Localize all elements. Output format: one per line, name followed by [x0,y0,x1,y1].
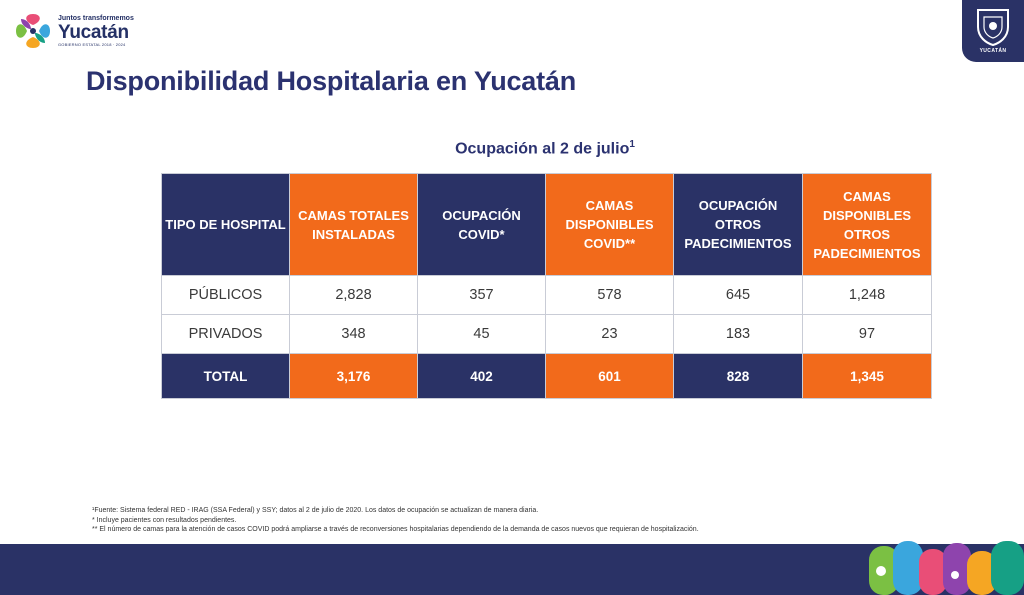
footnote-pending: * Incluye pacientes con resultados pendi… [92,516,237,524]
row-label: PRIVADOS [161,314,290,354]
total-cell: 828 [673,353,803,399]
decorative-pattern-icon [869,541,1024,595]
total-cell: 601 [545,353,674,399]
header-ocupacion-covid: OCUPACIÓN COVID* [417,173,546,276]
government-logo: Juntos transformemos Yucatán GOBIERNO ES… [13,11,173,55]
footer-bar [0,544,1024,595]
logo-government: GOBIERNO ESTATAL 2018 · 2024 [58,42,126,47]
subtitle-text: Ocupación al 2 de julio [455,140,630,158]
header-ocupacion-otros: OCUPACIÓN OTROS PADECIMIENTOS [673,173,803,276]
table-row: PÚBLICOS 2,828 357 578 645 1,248 [161,275,932,315]
table-cell: 1,248 [802,275,932,315]
footnotes: ¹Fuente: Sistema federal RED - IRAG (SSA… [92,506,699,535]
subtitle-note: 1 [629,139,635,150]
table-cell: 578 [545,275,674,315]
header-camas-totales: CAMAS TOTALES INSTALADAS [289,173,418,276]
total-label: TOTAL [161,353,290,399]
table-header-row: TIPO DE HOSPITAL CAMAS TOTALES INSTALADA… [161,173,932,276]
header-camas-disponibles-covid: CAMAS DISPONIBLES COVID** [545,173,674,276]
table-cell: 97 [802,314,932,354]
row-label: PÚBLICOS [161,275,290,315]
table-cell: 45 [417,314,546,354]
page-title: Disponibilidad Hospitalaria en Yucatán [86,66,577,96]
state-shield: YUCATÁN [962,0,1024,62]
table-cell: 348 [289,314,418,354]
logo-name: Yucatán [58,22,129,43]
total-cell: 1,345 [802,353,932,399]
footnote-source: ¹Fuente: Sistema federal RED - IRAG (SSA… [92,507,539,514]
header-tipo-hospital: TIPO DE HOSPITAL [161,173,290,276]
table-cell: 23 [545,314,674,354]
table-subtitle: Ocupación al 2 de julio1 [0,139,1024,158]
table-cell: 2,828 [289,275,418,315]
shield-icon [977,9,1009,47]
table-cell: 357 [417,275,546,315]
header-camas-disponibles-otros: CAMAS DISPONIBLES OTROS PADECIMIENTOS [802,173,932,276]
total-cell: 402 [417,353,546,399]
total-cell: 3,176 [289,353,418,399]
yucatan-logo-mark-icon [16,14,50,48]
table-row: PRIVADOS 348 45 23 183 97 [161,314,932,354]
footnote-reconversion: ** El número de camas para la atención d… [92,526,699,533]
shield-label: YUCATÁN [979,48,1007,54]
hospital-availability-table: TIPO DE HOSPITAL CAMAS TOTALES INSTALADA… [161,173,932,399]
table-cell: 645 [673,275,803,315]
table-cell: 183 [673,314,803,354]
logo-tagline: Juntos transformemos [58,15,134,22]
total-row: TOTAL 3,176 402 601 828 1,345 [161,353,932,399]
